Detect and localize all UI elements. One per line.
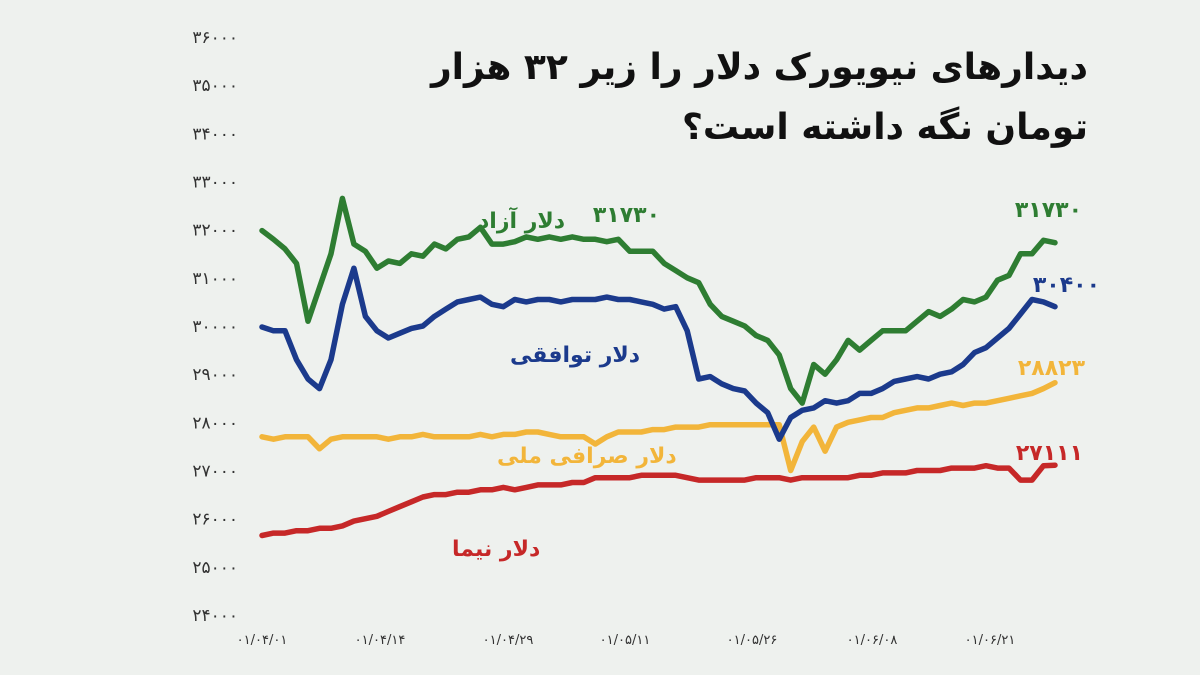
y-tick-label: ۳۲۰۰۰ — [192, 221, 238, 241]
series-line — [259, 195, 1058, 406]
series-lines — [259, 195, 1058, 539]
y-axis: ۲۴۰۰۰ ۲۵۰۰۰ ۲۶۰۰۰ ۲۷۰۰۰ ۲۸۰۰۰ ۲۹۰۰۰ ۳۰۰۰۰ ۳۱۰۰۰… — [192, 28, 238, 626]
series-end-value-label: ۲۸۸۲۳ — [1018, 356, 1086, 381]
series-name-label: دلار نیما — [452, 537, 540, 562]
y-tick-label: ۳۴۰۰۰ — [192, 124, 238, 144]
chart-title: دیدارهای نیویورک دلار را زیر ۳۲ هزار توم… — [430, 47, 1088, 148]
series-line — [259, 462, 1058, 539]
series-labels: دلار آزاد ۳۱۷۳۰ دلار توافقی ۳۰۴۰۰ دلار صرافی… — [452, 198, 1100, 562]
series-name-label: دلار آزاد — [478, 206, 565, 234]
x-axis: ۰۱/۰۴/۰۱ ۰۱/۰۴/۱۴ ۰۱/۰۴/۲۹ ۰۱/۰۵/۱۱ ۰۱/۰۵/۲۶… — [237, 633, 1016, 648]
series-line — [259, 265, 1058, 442]
y-tick-label: ۲۶۰۰۰ — [192, 510, 238, 530]
y-tick-label: ۳۱۰۰۰ — [192, 269, 238, 289]
y-tick-label: ۲۷۰۰۰ — [192, 462, 238, 482]
series-end-value-label: ۳۱۷۳۰ — [1015, 198, 1082, 223]
x-tick-label: ۰۱/۰۵/۲۶ — [727, 633, 778, 648]
y-tick-label: ۳۵۰۰۰ — [192, 76, 238, 96]
y-tick-label: ۲۸۰۰۰ — [192, 413, 238, 433]
y-tick-label: ۲۹۰۰۰ — [192, 365, 238, 385]
x-tick-label: ۰۱/۰۵/۱۱ — [600, 633, 651, 648]
series-name-label: دلار صرافی ملی — [497, 444, 677, 469]
y-tick-label: ۳۰۰۰۰ — [192, 317, 238, 337]
series-line — [259, 379, 1058, 474]
series-name-label: دلار توافقی — [510, 343, 640, 368]
series-end-value-label: ۲۷۱۱۱ — [1016, 441, 1083, 466]
y-tick-label: ۳۶۰۰۰ — [192, 28, 238, 48]
y-tick-label: ۲۴۰۰۰ — [192, 606, 238, 626]
series-mid-value-label: ۳۱۷۳۰ — [593, 203, 660, 228]
x-tick-label: ۰۱/۰۴/۲۹ — [483, 633, 534, 648]
x-tick-label: ۰۱/۰۴/۰۱ — [237, 633, 288, 648]
x-tick-label: ۰۱/۰۶/۲۱ — [965, 633, 1016, 648]
y-tick-label: ۲۵۰۰۰ — [192, 558, 238, 578]
series-end-value-label: ۳۰۴۰۰ — [1033, 273, 1100, 298]
x-tick-label: ۰۱/۰۴/۱۴ — [355, 633, 406, 648]
y-tick-label: ۳۳۰۰۰ — [192, 173, 238, 193]
x-tick-label: ۰۱/۰۶/۰۸ — [847, 633, 898, 648]
